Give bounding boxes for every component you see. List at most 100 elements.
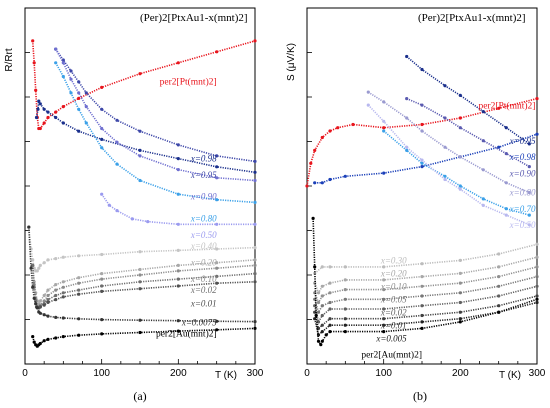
data-point bbox=[458, 300, 462, 305]
data-point bbox=[527, 223, 531, 227]
data-point bbox=[42, 339, 46, 343]
panel-b-label: (b) bbox=[413, 389, 427, 403]
data-point bbox=[535, 242, 539, 246]
data-point bbox=[176, 263, 180, 267]
series-label: x=0.90 bbox=[190, 192, 217, 202]
data-point bbox=[458, 291, 462, 295]
data-point bbox=[253, 263, 257, 267]
data-point bbox=[504, 181, 508, 185]
data-point bbox=[32, 266, 36, 270]
data-point bbox=[176, 277, 180, 281]
data-point bbox=[497, 284, 501, 288]
series-label: x=0.50 bbox=[190, 230, 217, 240]
data-point bbox=[138, 129, 142, 133]
series-line bbox=[314, 243, 538, 275]
data-point bbox=[31, 285, 35, 289]
data-point bbox=[176, 222, 180, 226]
data-point bbox=[176, 269, 180, 273]
series-x=0.95 bbox=[405, 54, 531, 146]
series-line bbox=[313, 275, 538, 315]
data-point bbox=[37, 266, 41, 270]
data-point bbox=[35, 306, 39, 310]
data-point bbox=[215, 266, 219, 270]
data-point bbox=[253, 246, 257, 250]
series-x=0.98 bbox=[313, 132, 539, 185]
data-point bbox=[328, 330, 332, 334]
data-point bbox=[46, 300, 50, 304]
series-label: x=0.98 bbox=[190, 153, 217, 163]
data-point bbox=[215, 261, 219, 265]
data-point bbox=[100, 318, 104, 322]
data-point bbox=[176, 319, 180, 323]
data-point bbox=[31, 258, 35, 262]
data-point bbox=[61, 61, 65, 65]
data-point bbox=[61, 295, 65, 299]
data-point bbox=[69, 77, 73, 81]
data-point bbox=[253, 39, 257, 43]
data-point bbox=[316, 310, 321, 314]
data-point bbox=[504, 213, 508, 217]
x-tick-label: 300 bbox=[529, 368, 546, 379]
data-point bbox=[100, 272, 104, 276]
data-point bbox=[46, 293, 50, 298]
data-point bbox=[54, 47, 58, 51]
data-point bbox=[61, 316, 65, 320]
series-label: x=0.005 bbox=[375, 333, 407, 343]
data-point bbox=[328, 281, 332, 285]
data-point bbox=[309, 161, 313, 165]
series-line bbox=[313, 266, 538, 305]
data-point bbox=[100, 277, 104, 281]
data-point bbox=[535, 275, 539, 279]
panel-a-xlabel: T (K) bbox=[215, 370, 237, 381]
data-point bbox=[420, 161, 424, 165]
data-point bbox=[32, 340, 36, 344]
data-point bbox=[382, 288, 386, 292]
data-point bbox=[535, 294, 539, 298]
data-point bbox=[311, 216, 315, 220]
data-point bbox=[420, 294, 424, 298]
data-point bbox=[42, 299, 46, 303]
data-point bbox=[31, 335, 35, 339]
data-point bbox=[366, 103, 370, 107]
data-point bbox=[328, 129, 332, 133]
data-point bbox=[138, 178, 142, 183]
series-label: x=0.02 bbox=[190, 285, 217, 295]
data-point bbox=[527, 165, 531, 169]
series-x=0.02 bbox=[31, 263, 257, 310]
data-point bbox=[343, 265, 347, 269]
data-point bbox=[343, 288, 347, 292]
data-point bbox=[42, 121, 46, 125]
series-line bbox=[28, 227, 256, 323]
panel-a-labels: per2[Pt(mnt)2] x=0.98 x=0.95 x=0.90 x=0.80 x=… bbox=[156, 77, 217, 340]
series-label: x=0.80 bbox=[190, 214, 217, 224]
series-label: x=0.80 bbox=[509, 188, 536, 198]
data-point bbox=[54, 336, 58, 340]
series-line bbox=[312, 218, 538, 347]
panel-a-ylabel: R/Rrt bbox=[4, 48, 15, 72]
data-point bbox=[138, 318, 142, 322]
data-point bbox=[84, 121, 88, 125]
data-point bbox=[420, 326, 424, 330]
data-point bbox=[46, 110, 50, 114]
data-point bbox=[328, 291, 332, 295]
data-point bbox=[34, 302, 38, 306]
data-point bbox=[215, 328, 219, 332]
data-point bbox=[54, 61, 58, 65]
series-x=0.20 bbox=[313, 255, 539, 295]
data-point bbox=[497, 265, 501, 269]
data-point bbox=[320, 330, 324, 334]
data-point bbox=[215, 154, 219, 158]
panel-a-label: (a) bbox=[133, 389, 146, 403]
series-line bbox=[313, 301, 538, 337]
data-point bbox=[313, 148, 317, 152]
data-point bbox=[535, 297, 539, 301]
data-point bbox=[215, 319, 219, 323]
data-point bbox=[319, 343, 323, 347]
data-point bbox=[382, 307, 386, 311]
series-line bbox=[101, 193, 255, 226]
data-point bbox=[100, 85, 104, 89]
data-point bbox=[458, 184, 462, 188]
data-point bbox=[458, 281, 462, 285]
data-point bbox=[458, 271, 462, 275]
data-point bbox=[77, 254, 81, 258]
